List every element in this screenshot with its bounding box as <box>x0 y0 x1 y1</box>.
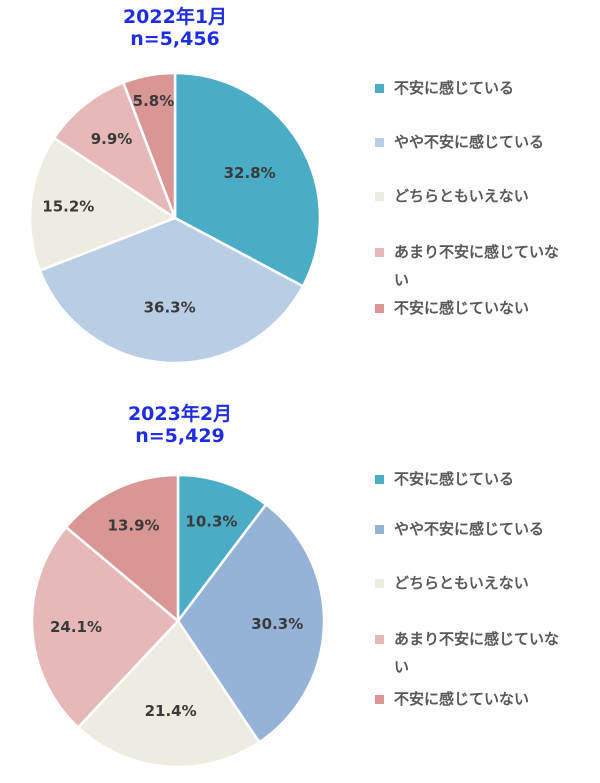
pie-slice <box>176 473 268 625</box>
chart-title-sample-size: n=5,456 <box>130 28 220 50</box>
slice-value-label: 36.3% <box>144 299 196 317</box>
slice-value-label: 5.8% <box>133 92 175 110</box>
legend-item: どちらともいえない <box>375 569 569 597</box>
legend-item: あまり不安に感じていない <box>375 238 569 294</box>
legend-item: どちらともいえない <box>375 182 569 210</box>
chart-title: 2023年2月 n=5,429 <box>80 403 280 447</box>
legend-item: やや不安に感じている <box>375 128 569 156</box>
pie-chart-2023: 2023年2月 n=5,429 10.3% 30.3% 21.4% 24.1% 13.9… <box>0 395 600 783</box>
chart-title: 2022年1月 n=5,456 <box>75 6 275 50</box>
slice-value-label: 32.8% <box>224 164 276 182</box>
legend-label: やや不安に感じている <box>394 133 545 151</box>
legend-swatch <box>375 525 384 534</box>
slice-value-label: 24.1% <box>50 618 102 636</box>
slice-value-label: 13.9% <box>108 517 160 535</box>
legend-swatch <box>375 695 384 704</box>
slice-value-label: 21.4% <box>145 702 197 720</box>
pie-svg: 32.8% 36.3% 15.2% 9.9% 5.8% <box>28 71 322 365</box>
legend-swatch <box>375 304 384 313</box>
legend-label: どちらともいえない <box>394 574 529 592</box>
chart-title-date: 2023年2月 <box>127 403 233 425</box>
pie-slice <box>30 525 180 730</box>
pie-svg: 10.3% 30.3% 21.4% 24.1% 13.9% <box>30 473 326 769</box>
pie-slice <box>64 473 180 624</box>
legend-label: やや不安に感じている <box>394 520 545 538</box>
pie-slice <box>52 80 178 222</box>
legend-item: 不安に感じている <box>375 465 569 493</box>
legend-label: 不安に感じている <box>394 79 515 97</box>
slice-value-label: 10.3% <box>185 512 237 530</box>
legend-item: あまり不安に感じていない <box>375 625 569 681</box>
slice-value-label: 30.3% <box>251 615 303 633</box>
legend-item: 不安に感じている <box>375 74 569 102</box>
pie-slice <box>76 618 262 769</box>
pie-slice <box>173 71 322 288</box>
legend-label: あまり不安に感じていない <box>394 630 560 676</box>
legend-swatch <box>375 138 384 147</box>
pie-slice <box>28 136 178 273</box>
legend-swatch <box>375 84 384 93</box>
legend-swatch <box>375 248 384 257</box>
legend-item: 不安に感じていない <box>375 294 569 322</box>
pie-slice <box>121 71 177 219</box>
legend-item: やや不安に感じている <box>375 515 569 543</box>
legend-swatch <box>375 579 384 588</box>
legend-swatch <box>375 475 384 484</box>
legend-label: 不安に感じている <box>394 470 515 488</box>
legend-label: あまり不安に感じていない <box>394 243 560 289</box>
legend-swatch <box>375 635 384 644</box>
slice-value-label: 9.9% <box>91 130 133 148</box>
legend-item: 不安に感じていない <box>375 685 569 713</box>
slice-value-label: 15.2% <box>42 198 94 216</box>
pie-slice <box>38 216 305 365</box>
chart-title-sample-size: n=5,429 <box>135 425 225 447</box>
legend-swatch <box>375 192 384 201</box>
pie-slice <box>176 502 326 745</box>
chart-title-date: 2022年1月 <box>122 6 228 28</box>
legend-label: 不安に感じていない <box>394 690 530 708</box>
pie-chart-2022: 2022年1月 n=5,456 32.8% 36.3% 15.2% 9.9% 5.8% … <box>0 0 600 380</box>
legend-label: 不安に感じていない <box>394 299 530 317</box>
legend-label: どちらともいえない <box>394 187 529 205</box>
